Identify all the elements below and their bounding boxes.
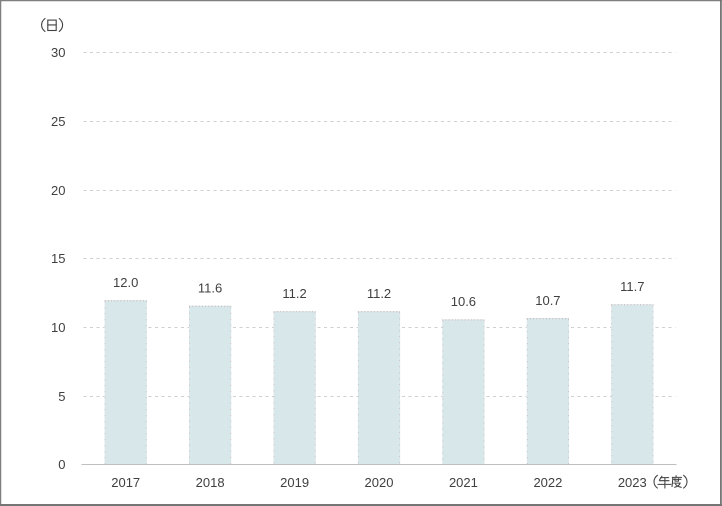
- svg-text:2023: 2023: [618, 475, 647, 490]
- svg-text:11.2: 11.2: [282, 286, 306, 301]
- svg-text:11.7: 11.7: [620, 279, 644, 294]
- svg-text:2022: 2022: [533, 475, 562, 490]
- svg-text:2021: 2021: [449, 475, 478, 490]
- svg-text:10: 10: [51, 320, 65, 335]
- svg-text:10.7: 10.7: [535, 293, 560, 308]
- svg-text:15: 15: [51, 251, 65, 266]
- svg-text:5: 5: [58, 389, 65, 404]
- svg-text:2017: 2017: [111, 475, 140, 490]
- svg-text:2019: 2019: [280, 475, 309, 490]
- svg-text:2018: 2018: [196, 475, 225, 490]
- svg-text:11.2: 11.2: [367, 286, 391, 301]
- svg-text:10.6: 10.6: [451, 294, 476, 309]
- svg-text:20: 20: [51, 183, 65, 198]
- svg-text:25: 25: [51, 114, 65, 129]
- svg-text:12.0: 12.0: [113, 275, 138, 290]
- svg-text:11.6: 11.6: [198, 281, 222, 296]
- svg-text:0: 0: [58, 457, 65, 472]
- svg-text:2020: 2020: [365, 475, 394, 490]
- svg-text:30: 30: [51, 45, 65, 60]
